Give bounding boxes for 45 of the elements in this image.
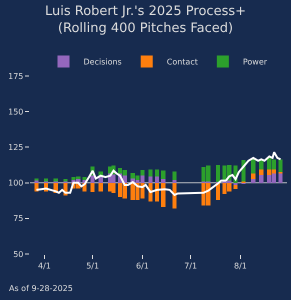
bar bbox=[148, 169, 153, 176]
x-tick-label: 6/1 bbox=[136, 262, 149, 271]
bar bbox=[90, 182, 95, 192]
bar bbox=[251, 179, 256, 183]
legend-label: Decisions bbox=[84, 58, 122, 67]
y-tick-label: 175 bbox=[8, 72, 24, 81]
bar bbox=[98, 182, 103, 192]
bar bbox=[111, 174, 116, 183]
bar bbox=[216, 165, 220, 182]
y-tick-label: 150 bbox=[8, 107, 24, 116]
line-series bbox=[35, 151, 282, 196]
bar bbox=[161, 179, 166, 183]
bar bbox=[259, 160, 264, 170]
bar bbox=[259, 174, 264, 183]
x-tick-label: 7/1 bbox=[184, 262, 198, 271]
bar bbox=[148, 176, 153, 183]
bar bbox=[161, 182, 166, 208]
bar bbox=[234, 184, 238, 190]
legend-label: Contact bbox=[166, 58, 198, 67]
bar bbox=[140, 170, 145, 176]
text: As of 9-28-2025 bbox=[9, 284, 73, 293]
legend-label: Power bbox=[242, 58, 268, 67]
bar bbox=[54, 178, 58, 182]
y-tick-label: 75 bbox=[13, 214, 24, 224]
x-tick-label: 5/1 bbox=[86, 262, 100, 271]
bar bbox=[161, 170, 166, 180]
x-tick-label: 4/1 bbox=[38, 262, 51, 271]
bar bbox=[278, 159, 283, 172]
bar bbox=[82, 177, 87, 180]
bar bbox=[251, 174, 256, 180]
bar bbox=[111, 182, 116, 193]
bar bbox=[154, 176, 159, 183]
bar bbox=[278, 174, 283, 183]
y-tick-label: 50 bbox=[13, 250, 24, 259]
bar bbox=[154, 169, 159, 176]
chart-title: Luis Robert Jr.'s 2025 Process+ (Rolling 400 Pitches Faced) bbox=[44, 4, 246, 36]
bar bbox=[44, 178, 48, 182]
y-tick-label: 100 bbox=[8, 178, 24, 188]
bar bbox=[259, 169, 264, 175]
y-tick-label: 125 bbox=[8, 143, 24, 152]
bar bbox=[172, 180, 177, 183]
bar bbox=[172, 171, 177, 180]
x-tick-label: 8/1 bbox=[234, 262, 247, 271]
bar bbox=[98, 177, 103, 183]
bar bbox=[90, 176, 95, 183]
